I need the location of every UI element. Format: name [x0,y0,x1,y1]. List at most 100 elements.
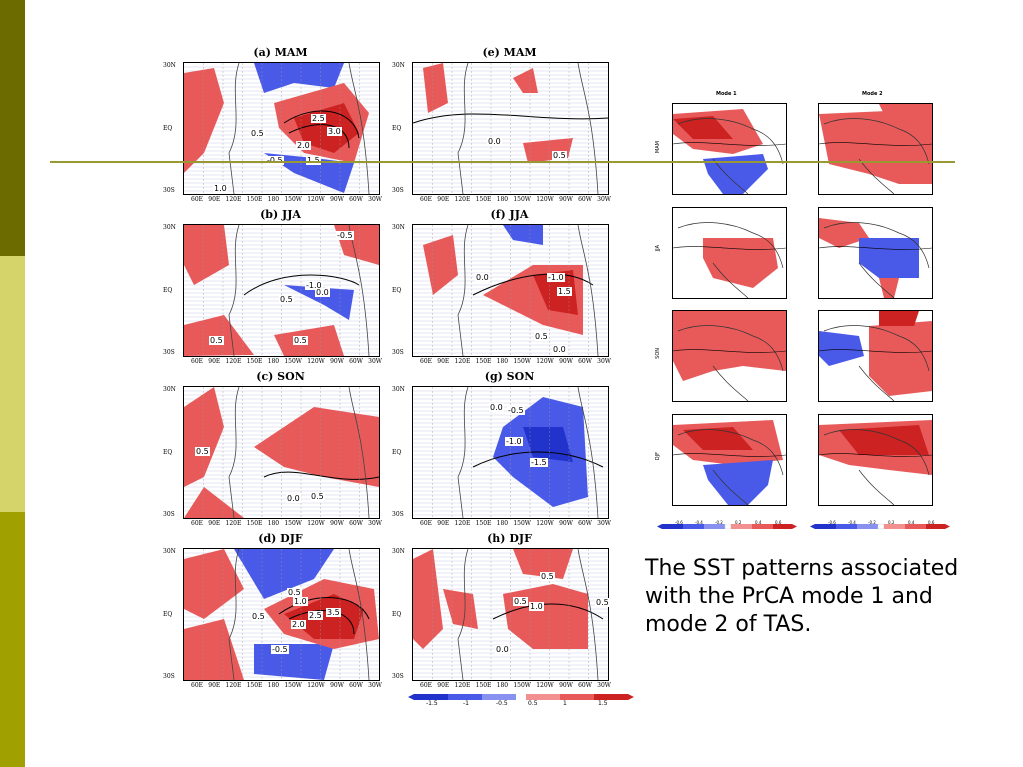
lon-tick-label: 30W [597,682,611,689]
sst-panel: (d) DJF 30N EQ 30S 0.5 1.0 2.0 2.5 3.5 0.5 -0.5 60… [163,532,398,695]
contour-label: 1.5 [557,287,572,296]
lon-tick-label: 30W [597,196,611,203]
contour-label: 0.5 [513,597,528,606]
contour-label: 2.0 [291,620,306,629]
colorbar-tick-label: 0.5 [528,700,538,707]
lon-tick-label: 60E [191,520,204,527]
contour-label: 0.5 [287,588,302,597]
lon-tick-label: 150W [284,358,302,365]
lon-tick-label: 90E [437,196,450,203]
mode-header: Mode 1 [716,91,737,97]
lon-tick-label: 180 [496,196,509,203]
contour-label: 0.5 [310,492,325,501]
contour-label: 0.5 [293,336,308,345]
lon-tick-label: 60W [578,196,592,203]
lon-tick-label: 150W [513,196,531,203]
lat-tick-label: EQ [392,610,402,618]
lon-tick-row: 60E 90E 120E 150E 180 150W 120W 90W 60W 30W [191,682,382,689]
sst-panel: (h) DJF 30N EQ 30S 0.5 0.5 1.0 0.5 0.0 60E 90E 120… [392,532,627,695]
contour-label: 2.0 [296,141,311,150]
lat-tick-label: 30S [163,673,175,680]
slide-caption: The SST patterns associated with the PrC… [645,556,959,637]
lon-tick-row: 60E 90E 120E 150E 180 150W 120W 90W 60W 30W [420,682,611,689]
contour-label: 0.0 [487,137,502,146]
contour-label: 0.5 [595,598,610,607]
lon-tick-row: 60E 90E 120E 150E 180 150W 120W 90W 60W 30W [191,196,382,203]
lon-tick-label: 150W [513,682,531,689]
sst-panel: (g) SON 30N EQ 30S 0.0 -0.5 -1.0 -1.5 60E 90E 120… [392,370,627,533]
panel-title: (a) MAM [253,46,308,59]
lon-tick-label: 120E [225,682,242,689]
lon-tick-label: 150E [475,682,492,689]
lon-tick-label: 60W [578,358,592,365]
sst-map [412,224,609,357]
lon-tick-label: 120W [307,358,325,365]
contour-label: -1.0 [505,437,523,446]
panel-title: (c) SON [256,370,305,383]
lon-tick-label: 60W [349,358,363,365]
contour-label: -0.5 [271,645,289,654]
sst-panel: (e) MAM 30N EQ 30S 0.0 0.5 60E 90E 120E 150E 180 1… [392,46,627,209]
contour-label: 0.5 [250,129,265,138]
lon-tick-label: 180 [496,682,509,689]
lon-tick-row: 60E 90E 120E 150E 180 150W 120W 90W 60W 30W [191,520,382,527]
lon-tick-label: 90E [437,358,450,365]
mode-header: Mode 2 [862,91,883,97]
lon-tick-label: 120E [225,520,242,527]
lon-tick-label: 180 [496,358,509,365]
colorbar-tick-label: 0.6 [775,520,782,525]
colorbar-tick-label: 1.5 [598,700,608,707]
lon-tick-label: 150W [513,358,531,365]
lon-tick-label: 60E [191,682,204,689]
tas-map [672,207,787,299]
contour-label: 0.5 [552,151,567,160]
colorbar-tick-label: -1 [463,700,469,707]
colorbar-tick-label: 0.6 [928,520,935,525]
lon-tick-row: 60E 90E 120E 150E 180 150W 120W 90W 60W 30W [191,358,382,365]
colorbar-tick-label: 0.4 [908,520,915,525]
contour-label: 0.5 [279,295,294,304]
lon-tick-label: 120W [536,682,554,689]
lon-tick-row: 60E 90E 120E 150E 180 150W 120W 90W 60W 30W [420,358,611,365]
contour-label: 0.0 [475,273,490,282]
panel-title: (g) SON [484,370,535,383]
sidebar-band-bottom [0,512,25,767]
lat-tick-label: EQ [392,286,402,294]
colorbar-tick-label: -0.6 [675,520,683,525]
lon-tick-label: 90E [208,196,221,203]
contour-label: 1.0 [293,597,308,606]
lat-tick-label: 30S [392,187,404,194]
season-label: SON [655,348,661,359]
colorbar-tick-label: 0.2 [735,520,742,525]
divider-line [50,161,955,163]
contour-label: 0.5 [195,447,210,456]
lon-tick-label: 90W [559,196,573,203]
lon-tick-label: 60E [420,520,433,527]
lon-tick-label: 150W [284,682,302,689]
lon-tick-label: 60W [578,520,592,527]
lon-tick-label: 90E [208,520,221,527]
colorbar-tick-label: -0.2 [868,520,876,525]
panel-title: (h) DJF [487,532,532,545]
lon-tick-label: 150E [475,358,492,365]
lon-tick-label: 150E [246,358,263,365]
contour-label: 2.5 [308,611,323,620]
lat-tick-label: 30N [163,224,176,231]
panel-title: (e) MAM [482,46,537,59]
lon-tick-label: 150E [246,520,263,527]
lon-tick-row: 60E 90E 120E 150E 180 150W 120W 90W 60W 30W [420,196,611,203]
lon-tick-label: 120W [307,520,325,527]
colorbar-tick-label: 1 [563,700,567,707]
lon-tick-label: 120W [536,358,554,365]
lon-tick-label: 30W [368,358,382,365]
contour-label: -0.5 [336,231,354,240]
contour-label: 1.0 [529,602,544,611]
sst-map [183,386,380,519]
colorbar-tick-label: 0.2 [888,520,895,525]
sst-map [183,548,380,681]
lon-tick-label: 30W [368,682,382,689]
season-label: JJA [655,245,661,252]
lat-tick-label: 30S [163,349,175,356]
slide-sidebar [0,0,25,767]
tas-colorbar-mode2-graphic [810,523,950,530]
